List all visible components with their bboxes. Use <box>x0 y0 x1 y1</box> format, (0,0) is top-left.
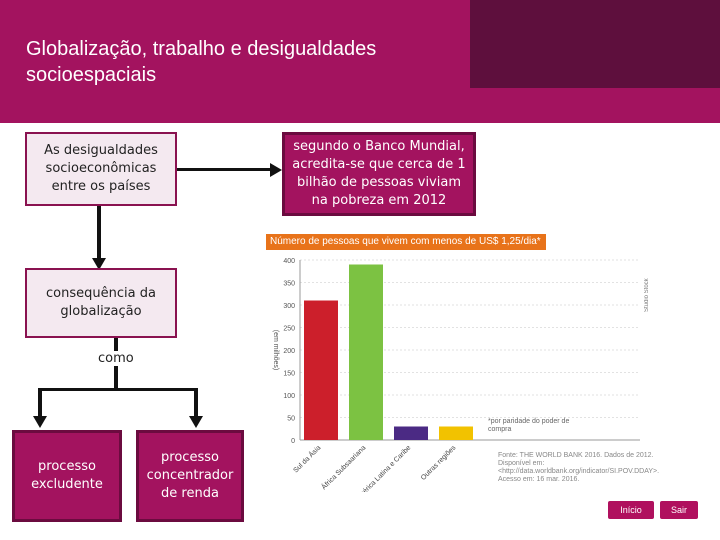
y-tick-label: 200 <box>283 348 295 355</box>
box-processo-excludente: processo excludente <box>12 430 122 522</box>
box-desigualdades-line-1: As desigualdades <box>44 143 158 158</box>
connector-label-como: como <box>97 351 135 366</box>
connector-top-horizontal <box>176 168 272 171</box>
y-tick-label: 50 <box>287 416 295 423</box>
y-tick-label: 100 <box>283 393 295 400</box>
chart-title: Número de pessoas que vivem com menos de… <box>266 234 546 250</box>
y-tick-label: 0 <box>291 438 295 445</box>
box-banco-mundial-line-3: bilhão de pessoas viviam <box>296 175 461 190</box>
bar-1 <box>304 300 338 440</box>
y-tick-label: 150 <box>283 371 295 378</box>
box-processo-concentrador: processo concentrador de renda <box>136 430 244 522</box>
arrowhead-right <box>270 163 282 177</box>
connector-split-horizontal <box>38 388 198 391</box>
bar-2 <box>349 264 383 440</box>
box-consequencia: consequência da globalização <box>25 268 177 338</box>
y-tick-label: 350 <box>283 281 295 288</box>
x-tick-label: África Subsaariana <box>319 443 367 491</box>
y-tick-label: 400 <box>283 258 295 265</box>
title-line-1: Globalização, trabalho e desigualdades <box>26 38 377 60</box>
box-consequencia-line-2: globalização <box>60 304 142 319</box>
box-concentrador-line-1: processo <box>161 450 219 465</box>
header-accent <box>470 0 720 88</box>
x-tick-label: Outras regiões <box>420 444 458 482</box>
box-banco-mundial-line-1: segundo o Banco Mundial, <box>293 139 465 154</box>
box-excludente-line-1: processo <box>38 459 96 474</box>
inicio-button[interactable]: Início <box>608 501 654 519</box>
box-banco-mundial-line-4: na pobreza em 2012 <box>311 193 447 208</box>
title-line-2: socioespaciais <box>26 64 157 86</box>
box-desigualdades-line-2: socioeconômicas <box>45 161 157 176</box>
y-tick-label: 250 <box>283 326 295 333</box>
box-excludente-line-2: excludente <box>31 477 103 492</box>
y-tick-label: 300 <box>283 303 295 310</box>
box-concentrador-line-3: de renda <box>161 486 219 501</box>
chart-note: *por paridade do poder de compra <box>488 418 570 433</box>
connector-left-vertical <box>97 204 101 260</box>
box-desigualdades: As desigualdades socioeconômicas entre o… <box>25 132 177 206</box>
arrowhead-down-middle <box>92 258 106 270</box>
box-desigualdades-line-3: entre os países <box>51 179 151 194</box>
chart-plot: 0 50 100 150 200 250 300 350 400 (em milhões) Sul … <box>272 258 640 492</box>
arrowhead-down-left <box>33 416 47 428</box>
box-concentrador-line-2: concentrador <box>146 468 234 483</box>
connector-split-left <box>38 388 42 418</box>
x-tick-label: Sul da Ásia <box>291 443 322 474</box>
box-banco-mundial: segundo o Banco Mundial, acredita-se que… <box>282 132 476 216</box>
side-credit: Studio Stock <box>644 278 650 312</box>
arrowhead-down-right <box>189 416 203 428</box>
sair-button[interactable]: Sair <box>660 501 698 519</box>
page-title: Globalização, trabalho e desigualdades s… <box>26 36 466 88</box>
box-consequencia-line-1: consequência da <box>46 286 156 301</box>
bar-3 <box>394 426 428 440</box>
box-banco-mundial-line-2: acredita-se que cerca de 1 <box>292 157 466 172</box>
chart-source: Fonte: THE WORLD BANK 2016. Dados de 201… <box>498 452 660 483</box>
connector-split-right <box>194 388 198 418</box>
y-axis-label: (em milhões) <box>272 330 279 370</box>
bar-4 <box>439 426 473 440</box>
